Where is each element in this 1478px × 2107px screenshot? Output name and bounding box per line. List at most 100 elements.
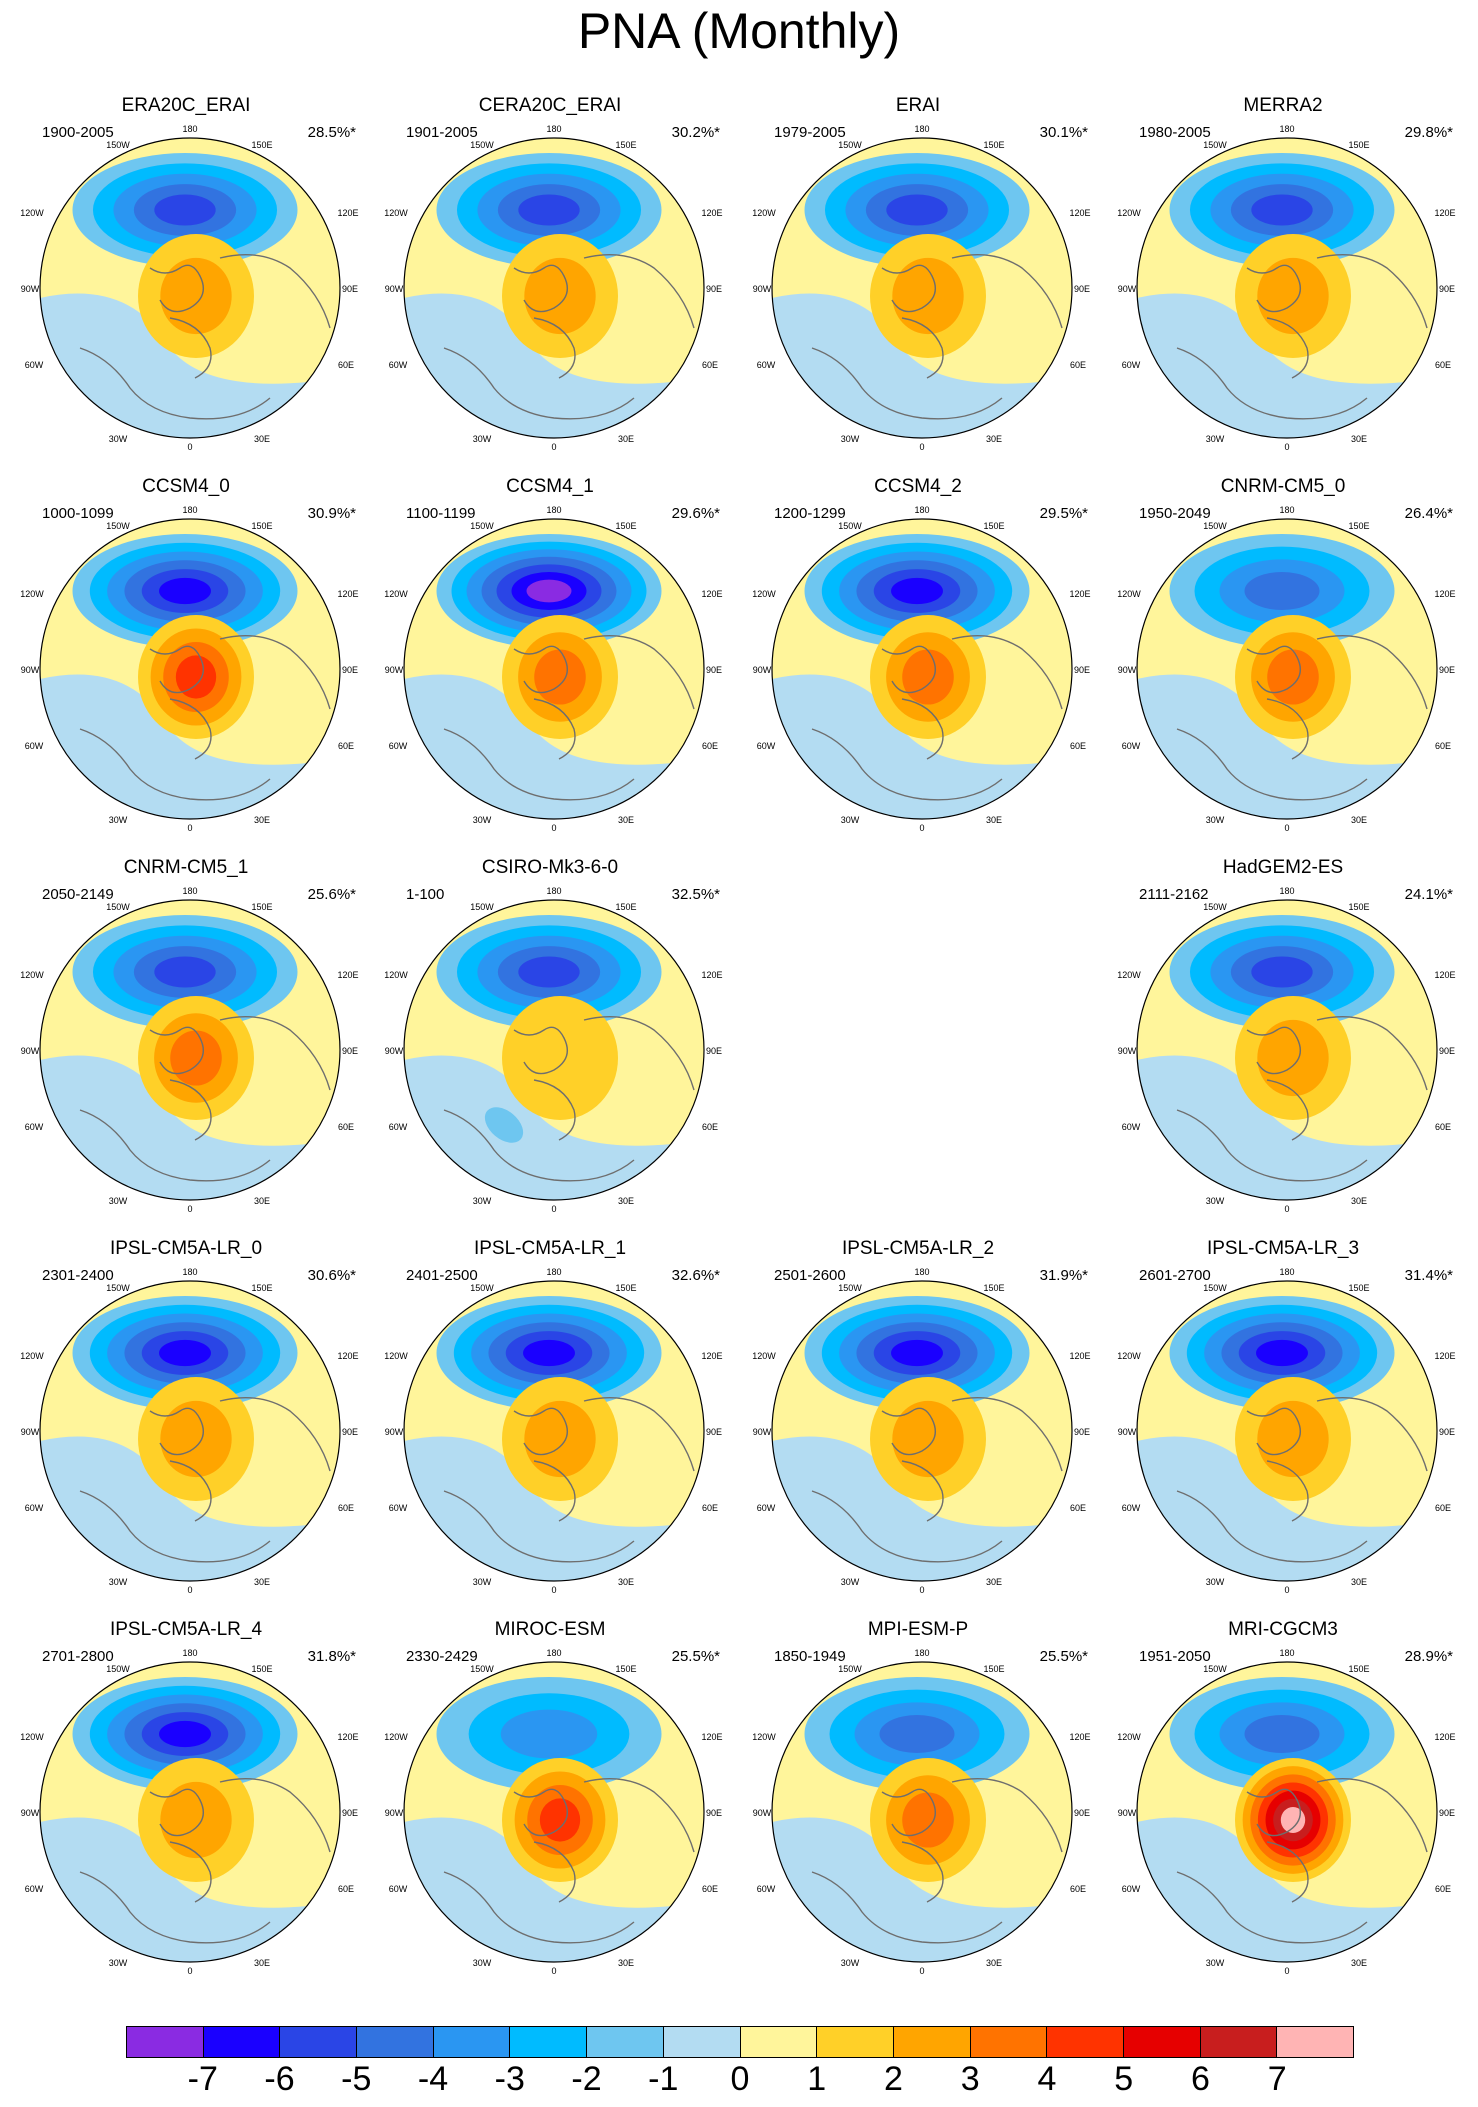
longitude-label: 30W bbox=[473, 1958, 492, 1968]
longitude-label: 60W bbox=[757, 1884, 776, 1894]
longitude-label: 180 bbox=[1279, 1648, 1294, 1658]
map-boundary bbox=[39, 518, 341, 820]
longitude-label: 30E bbox=[618, 434, 634, 444]
panel-period: 2050-2149 bbox=[42, 886, 114, 903]
map-boundary bbox=[39, 137, 341, 439]
longitude-label: 60W bbox=[389, 1884, 408, 1894]
longitude-label: 150E bbox=[983, 1664, 1004, 1674]
longitude-label: 60E bbox=[1070, 1503, 1086, 1513]
high-contour-2 bbox=[1257, 1019, 1329, 1097]
colorbar-box bbox=[432, 2027, 510, 2057]
longitude-label: 0 bbox=[187, 823, 192, 833]
low-contour-5 bbox=[518, 194, 580, 226]
map-panel: CCSM4_0 1000-1099 30.9%* 180 150W 150E 120W 120… bbox=[6, 476, 366, 856]
longitude-label: 0 bbox=[187, 1966, 192, 1976]
panel-title: IPSL-CM5A-LR_0 bbox=[109, 1238, 263, 1259]
panel-period: 2330-2429 bbox=[406, 1648, 478, 1665]
negative-region-atlantic bbox=[404, 293, 704, 438]
longitude-label: 180 bbox=[546, 124, 561, 134]
longitude-label: 150E bbox=[615, 521, 636, 531]
map-panel: MIROC-ESM 2330-2429 25.5%* 180 150W 150E 120W 1… bbox=[370, 1619, 730, 1999]
polar-map: 180 150W 150E 120W 120E 90W 90E 60W 60E 30W 30E 0 bbox=[20, 505, 358, 833]
longitude-label: 60E bbox=[702, 360, 718, 370]
low-contour-5 bbox=[518, 956, 580, 988]
longitude-label: 60E bbox=[702, 741, 718, 751]
longitude-label: 120W bbox=[1117, 1351, 1141, 1361]
longitude-label: 150W bbox=[838, 140, 862, 150]
polar-map: 180 150W 150E 120W 120E 90W 90E 60W 60E 30W 30E 0 bbox=[384, 505, 722, 833]
longitude-label: 0 bbox=[1284, 823, 1289, 833]
low-contour-7 bbox=[526, 579, 572, 603]
longitude-label: 90W bbox=[753, 1427, 772, 1437]
longitude-label: 180 bbox=[1279, 886, 1294, 896]
longitude-label: 0 bbox=[551, 1585, 556, 1595]
panel-title: MRI-CGCM3 bbox=[1228, 1619, 1338, 1640]
longitude-label: 60W bbox=[25, 1884, 44, 1894]
map-panel: IPSL-CM5A-LR_0 2301-2400 30.6%* 180 150W 150E… bbox=[6, 1238, 366, 1618]
panel-variance-percent: 31.8%* bbox=[307, 1648, 356, 1665]
low-contour-5 bbox=[1251, 194, 1313, 226]
polar-map: 180 150W 150E 120W 120E 90W 90E 60W 60E 30W 30E 0 bbox=[20, 124, 358, 452]
longitude-label: 120E bbox=[701, 970, 722, 980]
longitude-label: 60W bbox=[25, 741, 44, 751]
high-contour-2 bbox=[524, 257, 596, 335]
high-contour-2 bbox=[160, 1400, 232, 1478]
longitude-label: 90W bbox=[753, 665, 772, 675]
longitude-label: 60W bbox=[757, 741, 776, 751]
coastlines bbox=[443, 253, 695, 420]
longitude-label: 150W bbox=[106, 902, 130, 912]
map-boundary bbox=[1136, 518, 1438, 820]
longitude-label: 90W bbox=[385, 1427, 404, 1437]
coastlines bbox=[79, 1777, 331, 1944]
longitude-label: 120W bbox=[384, 970, 408, 980]
longitude-label: 90E bbox=[1439, 284, 1455, 294]
panel-variance-percent: 32.5%* bbox=[671, 886, 720, 903]
longitude-label: 150E bbox=[983, 140, 1004, 150]
longitude-label: 60W bbox=[25, 360, 44, 370]
longitude-label: 60E bbox=[1070, 1884, 1086, 1894]
map-boundary bbox=[403, 1661, 705, 1963]
longitude-label: 30E bbox=[254, 1196, 270, 1206]
longitude-label: 120E bbox=[337, 1351, 358, 1361]
colorbar-box bbox=[279, 2027, 357, 2057]
longitude-label: 120E bbox=[1069, 1351, 1090, 1361]
panel-period: 1-100 bbox=[406, 886, 445, 903]
longitude-label: 30W bbox=[1206, 434, 1225, 444]
longitude-label: 0 bbox=[551, 823, 556, 833]
longitude-label: 120E bbox=[1434, 589, 1455, 599]
panel-variance-percent: 28.9%* bbox=[1404, 1648, 1453, 1665]
longitude-label: 60W bbox=[1122, 360, 1141, 370]
longitude-label: 120W bbox=[752, 1351, 776, 1361]
longitude-label: 180 bbox=[182, 505, 197, 515]
polar-map: 180 150W 150E 120W 120E 90W 90E 60W 60E 30W 30E 0 bbox=[752, 505, 1090, 833]
longitude-label: 90W bbox=[21, 1427, 40, 1437]
low-contour-3 bbox=[500, 1709, 598, 1759]
longitude-label: 180 bbox=[182, 124, 197, 134]
map-panel: CSIRO-Mk3-6-0 1-100 32.5%* 180 150W 150E 120W 1… bbox=[370, 857, 730, 1237]
panel-title: CERA20C_ERAI bbox=[478, 95, 622, 116]
colorbar-tick-label: -4 bbox=[417, 2060, 449, 2098]
colorbar-box bbox=[892, 2027, 970, 2057]
longitude-label: 90E bbox=[706, 284, 722, 294]
polar-map: 180 150W 150E 120W 120E 90W 90E 60W 60E 30W 30E 0 bbox=[1117, 124, 1455, 452]
longitude-label: 90W bbox=[1118, 665, 1137, 675]
longitude-label: 30W bbox=[109, 1196, 128, 1206]
panel-period: 2701-2800 bbox=[42, 1648, 114, 1665]
longitude-label: 90W bbox=[21, 1046, 40, 1056]
low-contour-5 bbox=[1251, 956, 1313, 988]
panel-variance-percent: 32.6%* bbox=[671, 1267, 720, 1284]
secondary-low bbox=[484, 1107, 524, 1143]
coastlines bbox=[1176, 1396, 1428, 1563]
longitude-label: 150E bbox=[251, 1664, 272, 1674]
panel-period: 1900-2005 bbox=[42, 124, 114, 141]
longitude-label: 180 bbox=[914, 1267, 929, 1277]
longitude-label: 30W bbox=[1206, 1577, 1225, 1587]
longitude-label: 30W bbox=[841, 1958, 860, 1968]
panel-variance-percent: 30.1%* bbox=[1039, 124, 1088, 141]
high-contour-3 bbox=[902, 649, 954, 705]
low-contour-5 bbox=[154, 194, 216, 226]
coastlines bbox=[79, 1015, 331, 1182]
map-panel: CNRM-CM5_0 1950-2049 26.4%* 180 150W 150E 120W… bbox=[1103, 476, 1463, 856]
panel-period: 1000-1099 bbox=[42, 505, 114, 522]
polar-map: 180 150W 150E 120W 120E 90W 90E 60W 60E 30W 30E 0 bbox=[752, 124, 1090, 452]
